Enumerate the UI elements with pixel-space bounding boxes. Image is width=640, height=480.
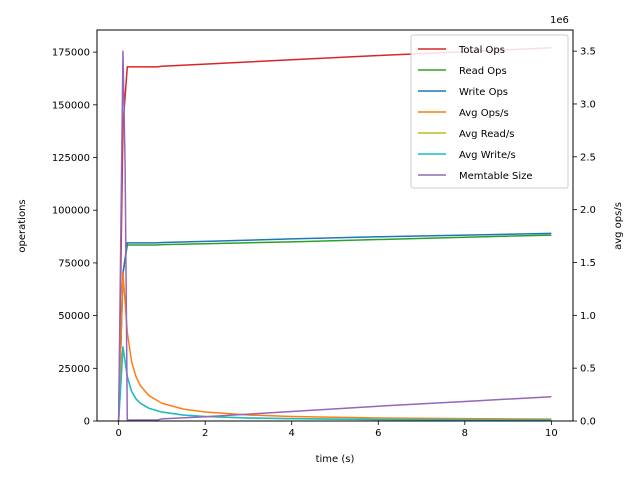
series-line-6 [117,50,552,422]
y-left-tick-label-1: 25000 [58,364,90,375]
y-right-tick-label-6: 3.0 [580,99,596,110]
y-right-tick-label-1: 0.5 [580,364,596,375]
series-line-2 [117,232,552,422]
series-line-3 [117,272,552,422]
legend-label-1: Read Ops [459,66,507,77]
y-left-tick-label-3: 75000 [58,258,90,269]
y-axis-left-label: operations [17,199,28,252]
y-left-tick-label-2: 50000 [58,311,90,322]
x-tick-label-4: 8 [462,428,468,439]
legend-box [410,34,569,189]
legend-label-5: Avg Write/s [459,150,516,161]
x-tick-label-0: 0 [115,428,121,439]
plot-lines [117,46,552,422]
legend: Total Ops Read Ops Write Ops Avg Ops/s Avg R… [410,34,569,189]
y-left-tick-label-4: 100000 [52,206,90,217]
plot-frame [96,29,574,422]
legend-label-3: Avg Ops/s [459,108,509,119]
legend-label-0: Total Ops [458,45,505,56]
y-right-tick-label-5: 2.5 [580,152,596,163]
y-right-tick-label-0: 0.0 [580,417,596,428]
y-right-tick-label-3: 1.5 [580,258,596,269]
series-line-0 [117,46,552,422]
series-line-1 [117,234,552,422]
x-tick-label-5: 10 [545,428,558,439]
x-tick-label-2: 4 [289,428,295,439]
y-axis-right-multiplier: 1e6 [550,15,569,26]
x-axis: 0 2 4 6 8 10 [115,421,558,439]
y-right-tick-label-4: 2.0 [580,205,596,216]
x-axis-label: time (s) [316,454,355,465]
y-axis-right-label: avg ops/s [613,202,624,250]
y-right-tick-label-7: 3.5 [580,47,596,58]
y-left-tick-label-7: 175000 [52,48,90,59]
y-right-tick-label-2: 1.0 [580,311,596,322]
x-tick-label-3: 6 [375,428,381,439]
y-axis-right: 0.0 0.5 1.0 1.5 2.0 2.5 3.0 3.5 [573,47,596,428]
legend-label-2: Write Ops [459,87,508,98]
y-left-tick-label-0: 0 [84,417,90,428]
y-axis-left: 0 25000 50000 75000 100000 125000 150000 175000 [52,48,97,428]
legend-label-4: Avg Read/s [459,129,514,140]
x-tick-label-1: 2 [202,428,208,439]
y-left-tick-label-5: 125000 [52,153,90,164]
y-left-tick-label-6: 150000 [52,100,90,111]
legend-label-6: Memtable Size [459,171,533,182]
